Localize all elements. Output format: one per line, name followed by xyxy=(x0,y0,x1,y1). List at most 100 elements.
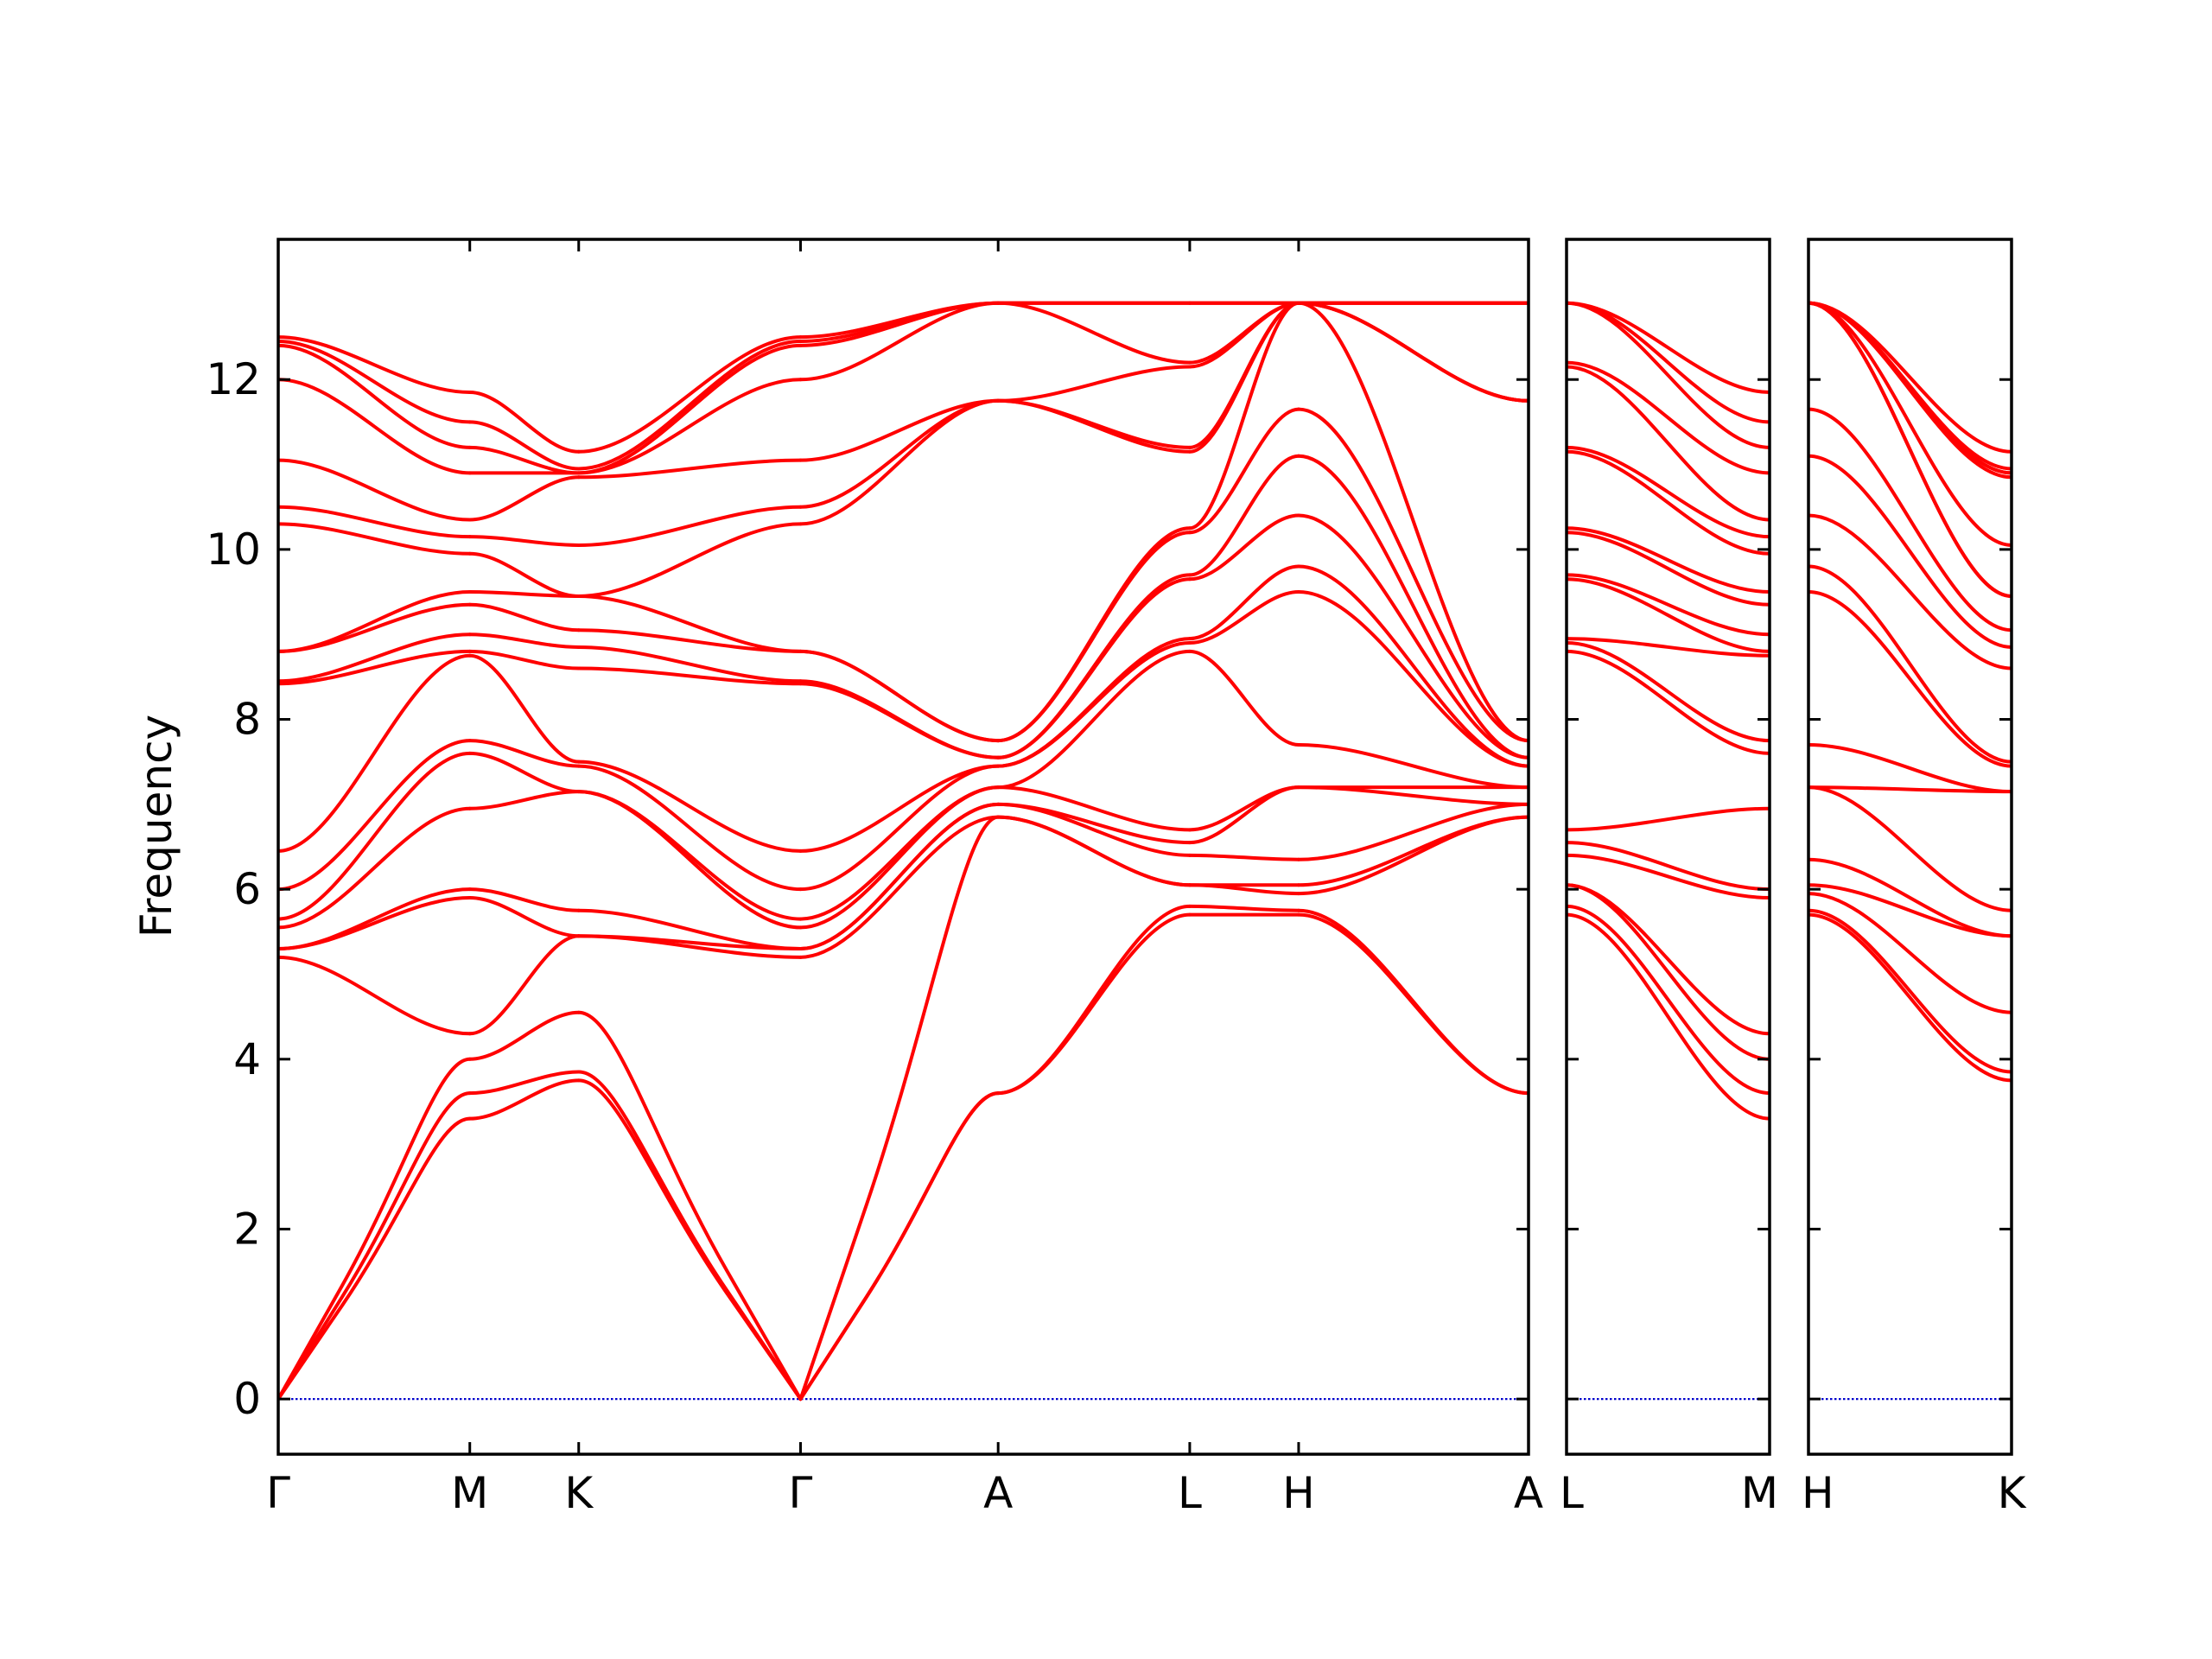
band-K-Γ-15 xyxy=(576,522,803,598)
band-H-K-1 xyxy=(1808,912,2012,1083)
band-K-Γ-12 xyxy=(576,645,803,683)
band-M-K-15 xyxy=(467,551,581,598)
band-M-K-6 xyxy=(467,887,581,912)
band-M-K-19 xyxy=(467,445,581,475)
band-Γ-A-21 xyxy=(798,301,1001,340)
band-Γ-M-10 xyxy=(278,653,472,853)
band-M-K-1 xyxy=(467,1078,581,1121)
plot-frame xyxy=(1565,238,1771,1456)
band-H-K-6 xyxy=(1808,785,2012,912)
band-M-K-7 xyxy=(467,790,581,810)
band-L-M-8 xyxy=(1567,649,1770,755)
bands xyxy=(1567,301,1770,1401)
band-Γ-A-8 xyxy=(798,785,1001,921)
band-K-Γ-14 xyxy=(576,594,803,653)
band-Γ-A-4 xyxy=(798,815,1001,959)
x-tick-label: A xyxy=(983,1468,1013,1518)
band-Γ-M-3 xyxy=(278,1057,472,1402)
band-L-H-9 xyxy=(1187,590,1300,645)
band-H-K-16 xyxy=(1808,301,2012,547)
x-tick-label: H xyxy=(1282,1468,1315,1518)
band-K-Γ-10 xyxy=(576,760,803,853)
y-axis-title: Frequency xyxy=(131,715,181,938)
band-A-L-16 xyxy=(996,398,1192,449)
band-K-Γ-20 xyxy=(576,339,803,471)
band-A-L-2 xyxy=(996,904,1192,1096)
band-L-M-6 xyxy=(1567,841,1770,892)
band-A-L-17 xyxy=(996,365,1192,403)
band-M-K-5 xyxy=(467,895,581,938)
x-tick-label: M xyxy=(1741,1468,1778,1518)
band-H-K-10 xyxy=(1808,564,2012,764)
band-M-K-8 xyxy=(467,751,581,794)
band-K-Γ-1 xyxy=(576,1078,803,1402)
band-Γ-A-2 xyxy=(798,1091,1001,1402)
band-M-K-11 xyxy=(467,649,581,671)
band-L-M-4 xyxy=(1567,883,1770,1036)
y-tick-label: 2 xyxy=(233,1204,261,1254)
band-K-Γ-11 xyxy=(576,666,803,686)
band-H-A-5 xyxy=(1296,802,1529,861)
band-Γ-M-18 xyxy=(278,378,472,475)
band-K-Γ-6 xyxy=(576,908,803,950)
band-M-K-13 xyxy=(467,602,581,632)
band-A-L-4 xyxy=(996,815,1192,887)
y-tick-label: 0 xyxy=(233,1374,261,1424)
band-L-M-5 xyxy=(1567,853,1770,899)
band-H-K-9 xyxy=(1808,590,2012,768)
band-L-H-2 xyxy=(1187,904,1300,912)
band-L-M-10 xyxy=(1567,637,1770,658)
band-L-M-14 xyxy=(1567,526,1770,594)
band-L-M-18 xyxy=(1567,360,1770,475)
band-H-A-2 xyxy=(1296,908,1529,1096)
band-L-H-18 xyxy=(1187,301,1300,365)
x-tick-label: Γ xyxy=(266,1468,290,1518)
band-H-K-13 xyxy=(1808,407,2012,632)
band-M-K-2 xyxy=(467,1070,581,1096)
band-H-A-12 xyxy=(1296,454,1529,760)
band-L-H-16 xyxy=(1187,301,1300,449)
band-Γ-M-4 xyxy=(278,955,472,1036)
band-Γ-M-2 xyxy=(278,1091,472,1402)
band-Γ-A-14 xyxy=(798,649,1001,743)
band-H-K-15 xyxy=(1808,301,2012,598)
band-K-Γ-21 xyxy=(576,335,803,454)
band-L-M-15 xyxy=(1567,449,1770,556)
band-L-H-8 xyxy=(1187,649,1300,747)
x-tick-label: A xyxy=(1514,1468,1543,1518)
band-H-K-5 xyxy=(1808,857,2012,938)
band-L-H-12 xyxy=(1187,454,1300,577)
band-L-M-2 xyxy=(1567,904,1770,1096)
x-tick-label: L xyxy=(1560,1468,1584,1518)
band-L-M-9 xyxy=(1567,641,1770,743)
band-H-A-11 xyxy=(1296,513,1529,760)
band-K-Γ-3 xyxy=(576,1010,803,1402)
band-Γ-M-12 xyxy=(278,632,472,683)
band-Γ-A-16 xyxy=(798,398,1001,509)
band-H-K-8 xyxy=(1808,743,2012,794)
x-tick-label: L xyxy=(1178,1468,1202,1518)
band-H-K-2 xyxy=(1808,908,2012,1074)
band-L-M-16 xyxy=(1567,445,1770,539)
y-tick-label: 4 xyxy=(233,1034,261,1084)
band-M-K-20 xyxy=(467,420,581,471)
band-Γ-M-9 xyxy=(278,739,472,892)
band-L-M-1 xyxy=(1567,912,1770,1121)
band-L-H-7 xyxy=(1187,785,1300,832)
band-L-M-21 xyxy=(1567,301,1770,394)
band-Γ-M-1 xyxy=(278,1116,472,1402)
y-tick-label: 6 xyxy=(233,864,261,914)
band-H-A-8 xyxy=(1296,743,1529,790)
band-M-K-9 xyxy=(467,739,581,768)
band-H-A-14 xyxy=(1296,301,1529,743)
band-A-L-10 xyxy=(996,637,1192,768)
band-Γ-A-17 xyxy=(798,398,1001,462)
band-H-A-13 xyxy=(1296,407,1529,743)
band-M-K-21 xyxy=(467,390,581,454)
band-A-L-12 xyxy=(996,573,1192,760)
y-tick-label: 8 xyxy=(233,695,261,745)
band-Γ-M-14 xyxy=(278,590,472,653)
band-H-A-4 xyxy=(1296,815,1529,887)
